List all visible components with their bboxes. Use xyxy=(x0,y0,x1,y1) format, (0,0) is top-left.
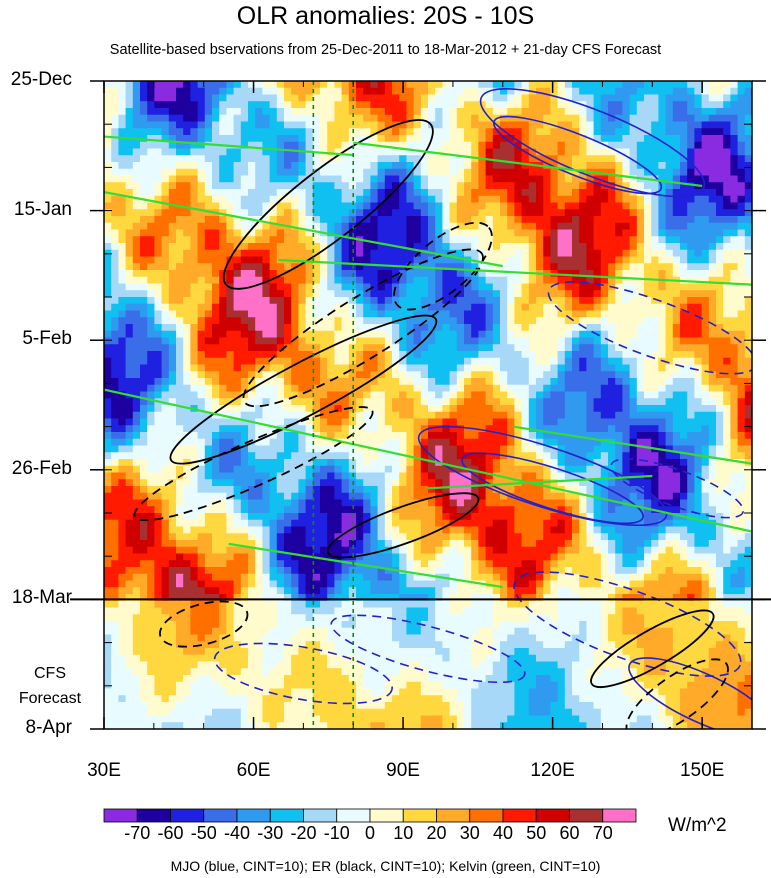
colorbar-label: 70 xyxy=(592,823,613,843)
chart-subtitle: Satellite-based bservations from 25-Dec-… xyxy=(109,42,662,58)
er-contour xyxy=(625,658,729,729)
plot-frame xyxy=(103,80,753,730)
x-tick-label: 90E xyxy=(386,760,420,781)
contour-legend: MJO (blue, CINT=10); ER (black, CINT=10)… xyxy=(170,858,601,874)
colorbar-swatch xyxy=(103,808,138,823)
colorbar-swatch xyxy=(136,808,171,823)
mjo-contour xyxy=(628,657,752,729)
mjo-contour xyxy=(610,458,745,519)
er-contour xyxy=(242,248,484,408)
mjo-contour xyxy=(513,571,742,677)
y-tick-label: 18-Mar xyxy=(11,587,72,609)
colorbar-swatch xyxy=(502,808,537,823)
colorbar-label: 20 xyxy=(426,823,447,843)
colorbar-swatch xyxy=(369,808,404,823)
colorbar-label: 50 xyxy=(526,823,547,843)
colorbar-swatch xyxy=(303,808,338,823)
kelvin-contour xyxy=(104,191,503,268)
colorbar-label: 30 xyxy=(459,823,480,843)
colorbar-label: -30 xyxy=(257,823,284,843)
mjo-contour xyxy=(461,452,644,525)
kelvin-contour xyxy=(512,425,752,465)
colorbar-label: -60 xyxy=(157,823,184,843)
mjo-contour xyxy=(213,642,393,705)
colorbar-swatch xyxy=(402,808,437,823)
colorbar-swatch xyxy=(203,808,238,823)
colorbar-swatch xyxy=(170,808,205,823)
er-contour xyxy=(169,314,438,465)
y-tick-label: 5-Feb xyxy=(22,328,72,350)
colorbar-units: W/m^2 xyxy=(668,815,727,836)
colorbar-swatch xyxy=(269,808,304,823)
colorbar-swatch xyxy=(336,808,371,823)
y-tick-label: 15-Jan xyxy=(13,198,72,220)
kelvin-contour xyxy=(104,135,354,157)
x-tick-label: 30E xyxy=(87,760,121,781)
colorbar-label: -20 xyxy=(290,823,317,843)
colorbar-swatch xyxy=(436,808,471,823)
er-contour xyxy=(222,119,434,290)
y-tick-label: 26-Feb xyxy=(11,457,72,479)
x-tick-label: 60E xyxy=(236,760,271,781)
colorbar-swatch xyxy=(236,808,271,823)
chart-title: OLR anomalies: 20S - 10S xyxy=(236,2,535,30)
y-tick-label: 25-Dec xyxy=(10,69,72,90)
x-tick-label: 120E xyxy=(530,760,575,781)
er-contour xyxy=(393,221,493,311)
x-tick-label: 150E xyxy=(679,760,725,781)
kelvin-contour xyxy=(228,542,503,589)
forecast-label: Forecast xyxy=(18,690,82,707)
kelvin-contour xyxy=(427,474,653,490)
er-contour xyxy=(133,406,374,522)
er-contour xyxy=(590,609,715,688)
colorbar-label: 10 xyxy=(393,823,414,843)
y-tick-label: 8-Apr xyxy=(25,717,72,738)
colorbar-label: -70 xyxy=(124,823,151,843)
kelvin-contour xyxy=(104,388,752,533)
colorbar-swatch xyxy=(535,808,570,823)
er-contour xyxy=(159,600,249,648)
colorbar-label: 60 xyxy=(559,823,580,843)
colorbar-label: 40 xyxy=(492,823,514,843)
mjo-contour xyxy=(479,88,706,198)
mjo-contour xyxy=(330,614,526,684)
colorbar-label: -40 xyxy=(223,823,250,843)
colorbar-swatch xyxy=(569,808,604,823)
kelvin-contour xyxy=(353,141,703,188)
colorbar-label: 0 xyxy=(364,823,375,843)
colorbar-label: -10 xyxy=(323,823,350,843)
kelvin-contour xyxy=(278,258,752,286)
forecast-label: CFS xyxy=(34,665,66,682)
er-contour xyxy=(326,492,480,559)
colorbar-swatch xyxy=(602,808,637,823)
mjo-contour xyxy=(417,425,668,527)
colorbar-label: -50 xyxy=(190,823,217,843)
mjo-contour xyxy=(492,115,663,195)
colorbar-swatch xyxy=(469,808,504,823)
